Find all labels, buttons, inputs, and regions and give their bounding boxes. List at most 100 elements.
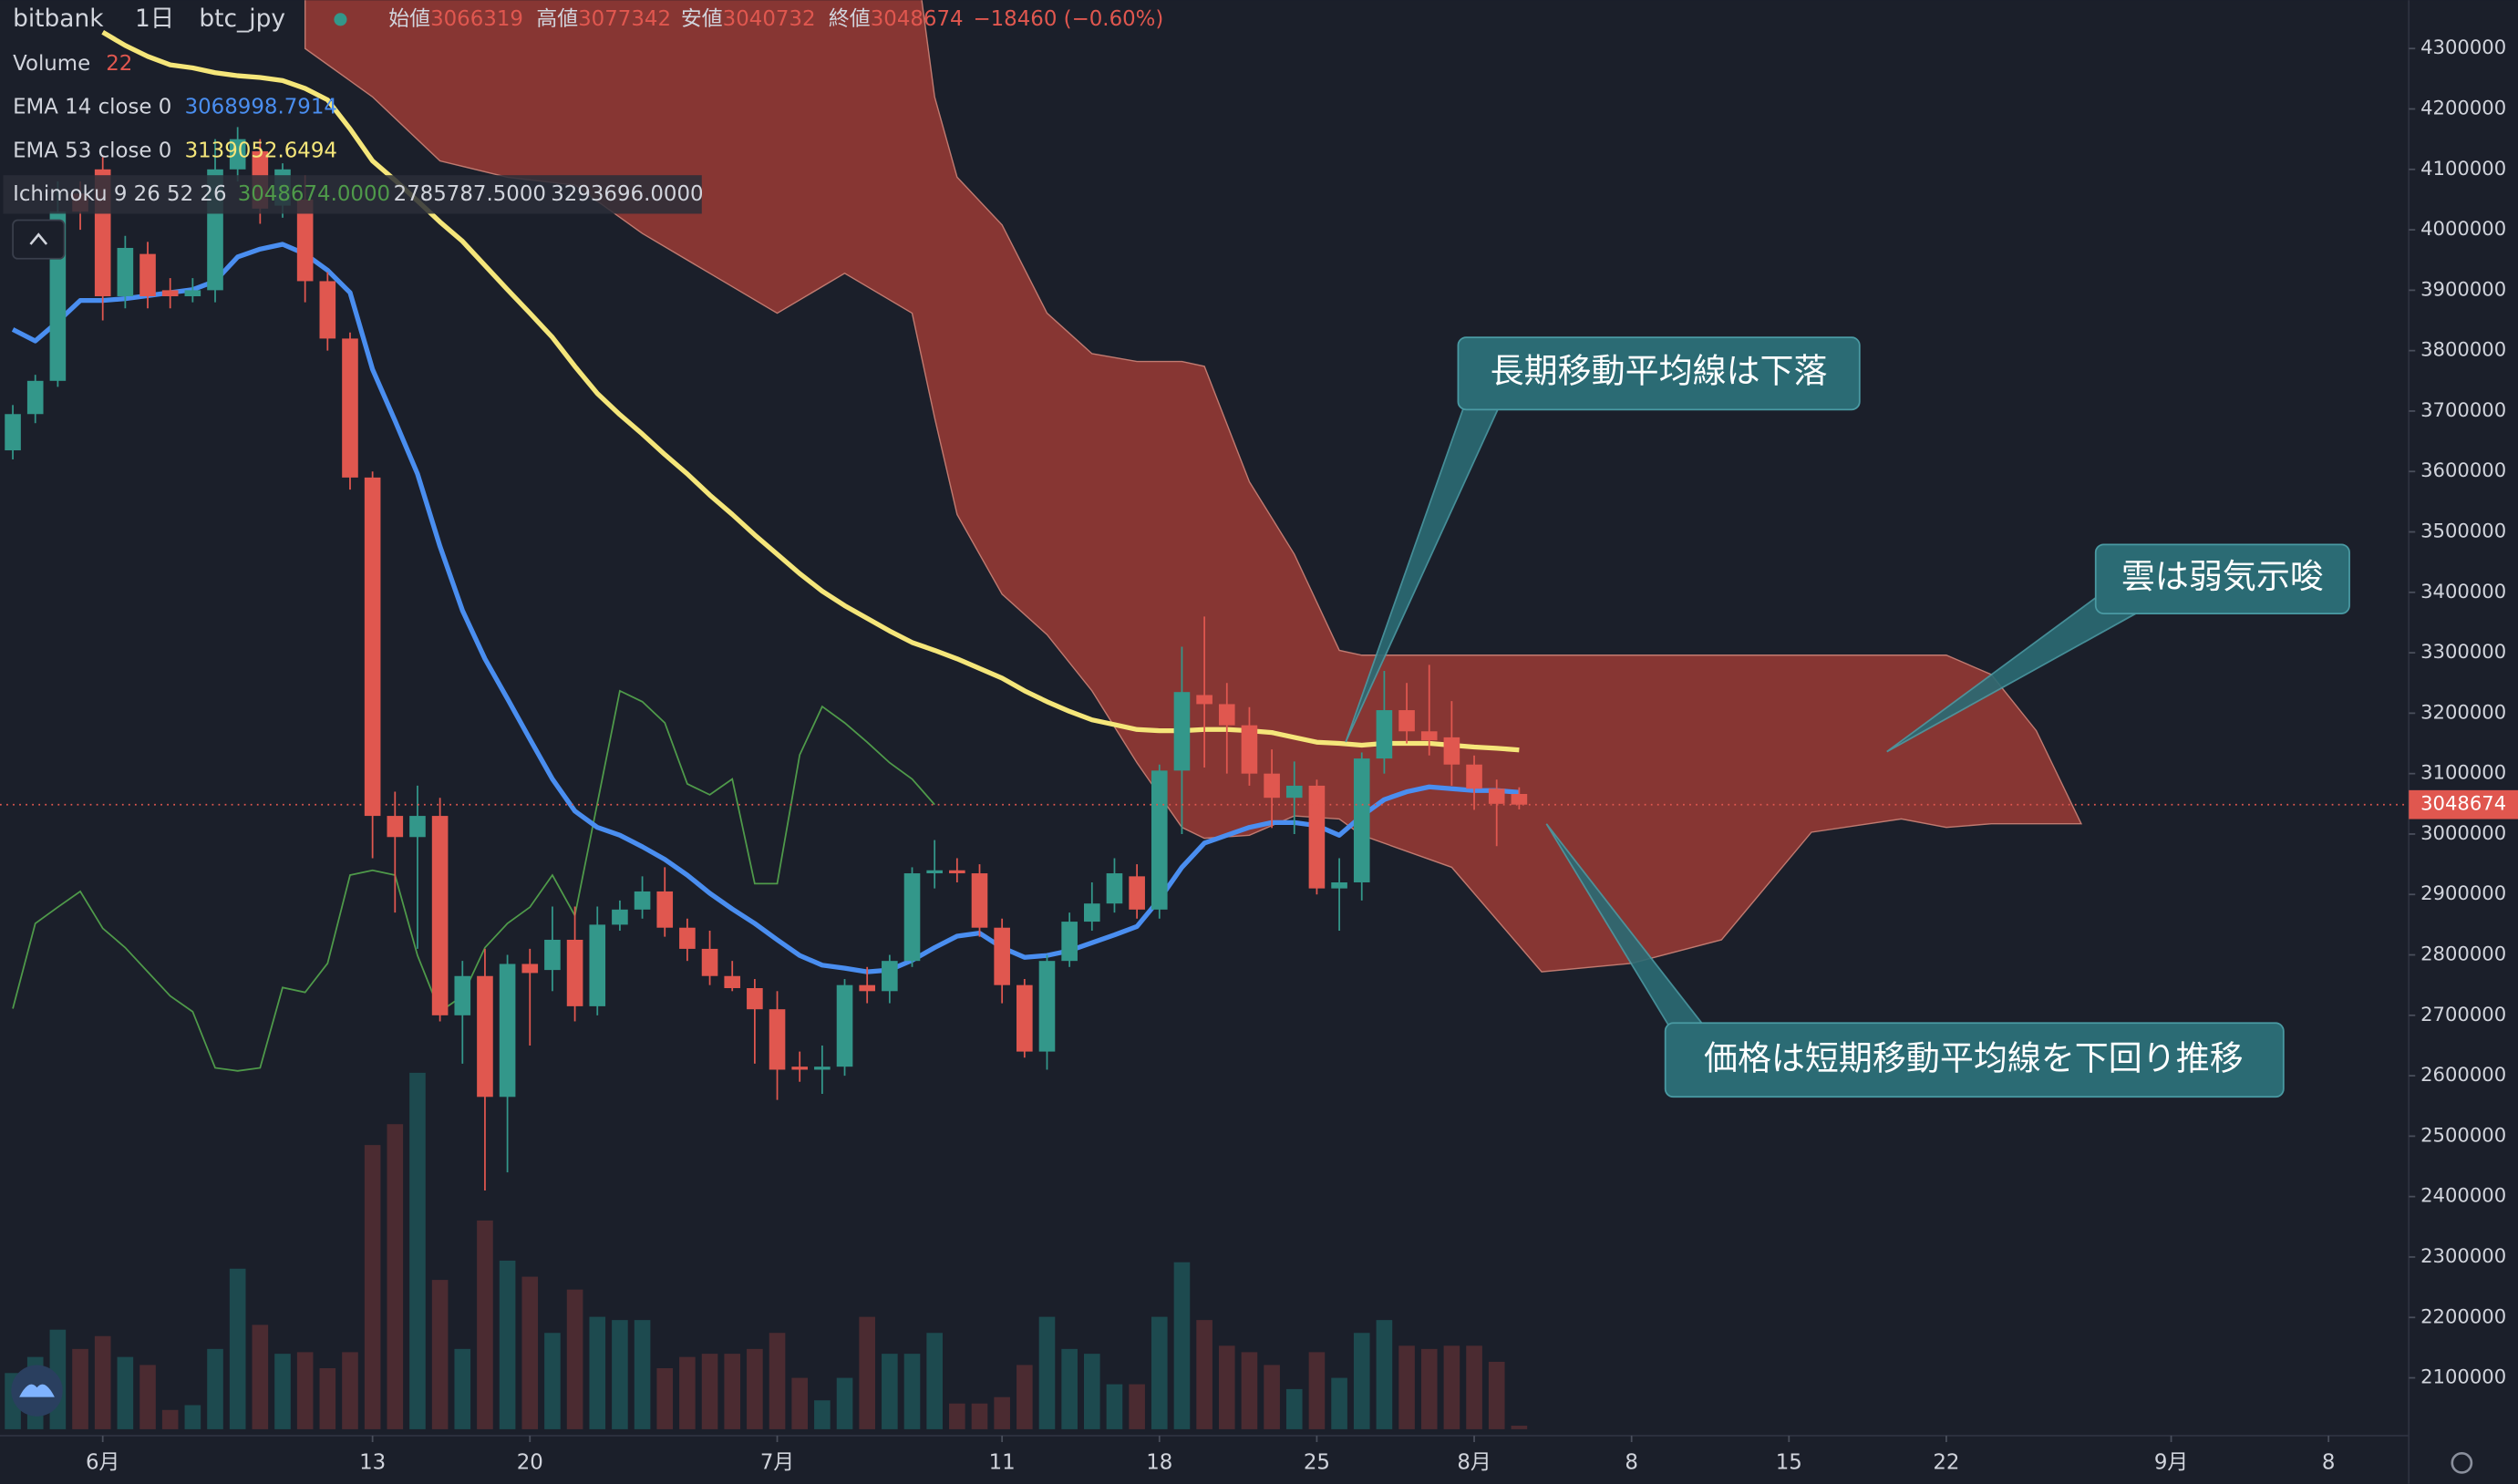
y-tick-label: 2900000 [2420,881,2506,904]
volume-bar [926,1333,943,1429]
indicator-label: Ichimoku 9 26 52 26 [13,182,226,206]
candle-body [1173,692,1191,771]
candle-body [994,927,1010,985]
indicator-label: EMA 14 close 0 [13,96,171,119]
volume-bar [1196,1320,1213,1429]
volume-bar [544,1333,561,1429]
volume-bar [724,1354,741,1429]
candle-body [679,927,696,949]
candle-body [544,939,561,971]
callout-text: 長期移動平均線は下落 [1491,351,1828,390]
y-tick-label: 2800000 [2420,943,2506,965]
candle-body [724,975,741,988]
candle-body [791,1067,809,1070]
volume-bar [296,1352,314,1429]
symbol: bitbank [13,5,104,33]
volume-bar [229,1268,246,1429]
x-tick-label: 22 [1933,1450,1959,1474]
candle-body [1038,961,1056,1052]
candle-body [1016,984,1033,1052]
volume-bar [814,1400,831,1429]
ohlc-value: 3077342 [578,7,671,31]
y-tick-label: 4000000 [2420,217,2506,240]
ohlc-label: 安値 [681,7,723,31]
volume-bar [1173,1262,1191,1429]
status-dot [334,13,347,26]
settings-icon[interactable] [2451,1452,2473,1474]
callout-text: 価格は短期移動平均線を下回り推移 [1704,1038,2244,1077]
lagging-span [12,689,935,1072]
candle-body [117,247,134,297]
volume-bar [521,1276,539,1429]
candle-body [814,1067,831,1070]
volume-bar [971,1403,988,1429]
candle-body [589,924,606,1006]
candle-body [1129,876,1145,910]
volume-bar [117,1356,134,1429]
ichimoku-cloud [304,0,2083,973]
volume-bar [769,1333,786,1429]
candle-body [1285,785,1303,799]
candle-body [477,975,493,1098]
candle-body [342,338,358,478]
collapse-button[interactable] [12,219,66,260]
y-tick-label: 2400000 [2420,1184,2506,1207]
volume-bar [1106,1384,1123,1429]
y-tick-label: 4200000 [2420,97,2506,119]
volume-bar [1353,1333,1370,1429]
ema14-line [11,242,1520,974]
candle-body [1218,704,1235,726]
line-layer [11,30,1520,1072]
volume-bar [1420,1348,1438,1429]
candle-body [409,816,426,838]
candle-body [769,1009,786,1070]
volume-bar [1331,1377,1347,1429]
candle-body [903,873,921,962]
volume-bar [94,1335,111,1429]
candle-body [1466,764,1482,789]
x-tick-label: 11 [989,1450,1016,1474]
collapse-icon [29,232,48,245]
volume-bar [1511,1426,1528,1429]
y-tick-label: 3200000 [2420,700,2506,723]
volume-bar [1488,1361,1505,1429]
volume-layer [5,1072,1528,1429]
price-tag-label: 3048674 [2420,792,2506,815]
y-tick-label: 3100000 [2420,761,2506,784]
volume-bar [589,1316,606,1429]
volume-bar [342,1352,358,1429]
ema53-line [101,30,1520,753]
candle-body [454,975,471,1015]
price-axis-bg [2409,0,2518,1484]
volume-bar [1016,1365,1033,1429]
candle-body [1331,881,1347,889]
ohlc-label: 終値 [829,7,871,31]
candle-body [1083,903,1100,922]
ohlc-value: 3048674 [871,7,964,31]
volume-bar [1376,1320,1393,1429]
x-tick-label: 25 [1304,1450,1330,1474]
volume-bar [1264,1365,1280,1429]
indicator-value: 2785787.5000 [394,182,546,206]
y-tick-label: 3300000 [2420,640,2506,663]
volume-bar [791,1377,809,1429]
volume-bar [161,1409,179,1429]
volume-bar [184,1405,201,1429]
x-tick-label: 8 [2322,1450,2336,1474]
candle-body [949,870,965,874]
y-tick-label: 4100000 [2420,157,2506,180]
x-tick-label: 9月 [2154,1450,2188,1474]
ohlc-label: 高値 [536,7,578,31]
volume-bar [72,1348,88,1429]
callout-text: 雲は弱気示唆 [2121,557,2324,596]
candle-body [1488,788,1505,804]
candle-body [1398,710,1415,732]
logo-icon [19,1384,55,1397]
volume-bar [679,1356,696,1429]
volume-bar [994,1396,1010,1429]
indicator-label: EMA 53 close 0 [13,139,171,162]
change: −18460 (−0.60%) [973,7,1163,31]
volume-bar [566,1289,583,1429]
